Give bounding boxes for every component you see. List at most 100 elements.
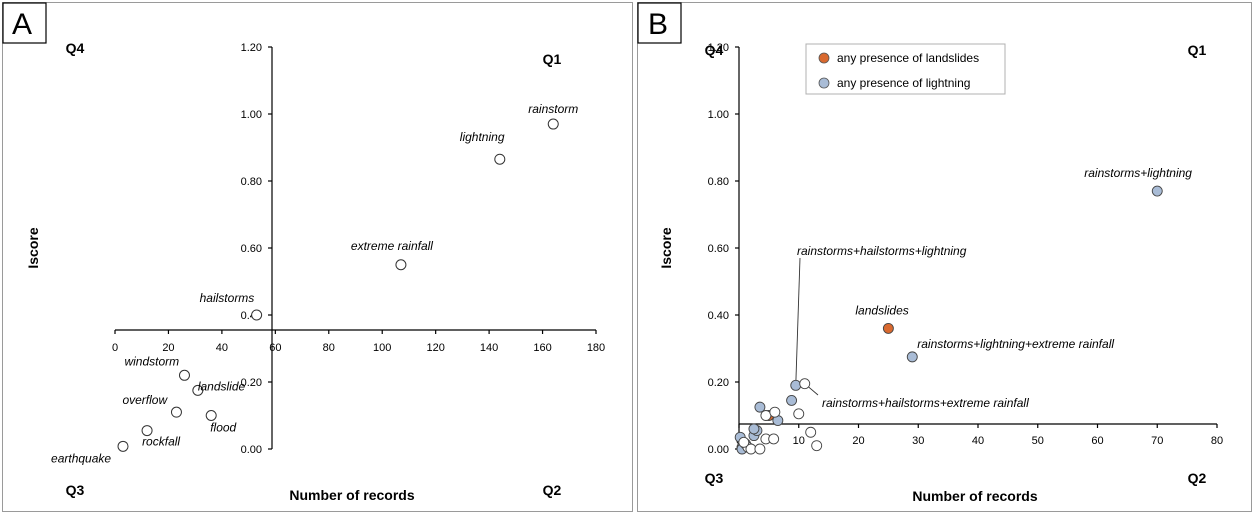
y-tick-label: 0.40 — [708, 310, 729, 322]
point-label: landslide — [198, 379, 246, 393]
data-point — [1151, 185, 1163, 197]
data-point — [494, 153, 506, 165]
x-tick-label: 10 — [793, 435, 805, 447]
data-point — [793, 408, 805, 420]
x-tick-label: 80 — [323, 342, 335, 354]
data-point — [768, 433, 780, 445]
point-label: overflow — [122, 393, 168, 407]
data-point — [760, 410, 772, 421]
point-label: landslides — [855, 303, 908, 317]
legend-label: any presence of landslides — [837, 51, 979, 65]
quadrant-label-q1: Q1 — [1188, 42, 1207, 58]
y-tick-label: 0.60 — [708, 243, 729, 255]
data-point — [251, 309, 263, 321]
x-tick-label: 80 — [1211, 435, 1223, 447]
panel-a-tag: A — [12, 8, 32, 41]
point-label: flood — [210, 421, 236, 435]
point-label: lightning — [460, 130, 505, 144]
data-point — [790, 379, 802, 391]
x-tick-label: 120 — [426, 342, 444, 354]
x-tick-label: 180 — [587, 342, 605, 354]
x-tick-label: 20 — [852, 435, 864, 447]
legend-box — [805, 43, 1006, 95]
data-point — [178, 369, 190, 381]
y-tick-label: 0.60 — [241, 243, 262, 255]
data-point — [811, 440, 823, 452]
y-tick-label: 0.20 — [708, 377, 729, 389]
x-tick-label: 60 — [269, 342, 281, 354]
point-label: rockfall — [142, 435, 180, 449]
point-label: hailstorms — [200, 291, 255, 305]
data-point — [141, 425, 153, 437]
y-tick-label: 0.00 — [708, 444, 729, 456]
y-tick-label: 1.20 — [241, 42, 262, 54]
legend-marker — [818, 77, 830, 89]
point-label: rainstorms+hailstorms+lightning — [797, 244, 967, 258]
x-tick-label: 40 — [972, 435, 984, 447]
quadrant-label-q3: Q3 — [66, 482, 85, 498]
data-point — [192, 384, 204, 396]
point-label: rainstorms+lightning — [1084, 166, 1192, 180]
y-tick-label: 0.80 — [241, 176, 262, 188]
data-point — [754, 443, 766, 455]
data-point — [906, 351, 918, 363]
point-label: windstorm — [124, 354, 179, 368]
x-tick-label: 50 — [1032, 435, 1044, 447]
data-point — [754, 401, 766, 413]
x-axis-title: Number of records — [912, 488, 1037, 504]
data-point — [786, 394, 798, 406]
quadrant-label-q4: Q4 — [66, 40, 85, 56]
data-point — [547, 118, 559, 130]
data-point — [799, 378, 811, 390]
panel-b-tag: B — [648, 8, 668, 41]
x-tick-label: 20 — [162, 342, 174, 354]
legend: any presence of landslides any presence o… — [805, 43, 1006, 95]
data-point — [748, 423, 760, 435]
quadrant-label-q4: Q4 — [705, 42, 724, 58]
y-tick-label: 1.00 — [708, 109, 729, 121]
x-tick-label: 0 — [112, 342, 118, 354]
data-point — [117, 440, 129, 452]
point-label: rainstorm — [528, 102, 578, 116]
y-axis-title: Iscore — [25, 227, 41, 268]
legend-label: any presence of lightning — [837, 76, 970, 90]
data-point — [882, 322, 894, 334]
x-tick-label: 140 — [480, 342, 498, 354]
data-point — [205, 410, 217, 421]
x-tick-label: 70 — [1151, 435, 1163, 447]
data-point — [769, 406, 781, 418]
y-tick-label: 1.20 — [708, 42, 729, 54]
point-label: earthquake — [51, 451, 111, 465]
x-tick-label: 100 — [373, 342, 391, 354]
panel-a-chart: 0204060801001201401601800.000.200.400.60… — [25, 40, 605, 503]
x-tick-label: 30 — [912, 435, 924, 447]
panel-b-chart: 010203040506070800.000.200.400.600.801.0… — [658, 42, 1223, 504]
point-label: rainstorms+hailstorms+extreme rainfall — [822, 396, 1029, 410]
x-tick-label: 160 — [533, 342, 551, 354]
x-axis-title: Number of records — [289, 487, 414, 503]
x-tick-label: 40 — [216, 342, 228, 354]
point-label: extreme rainfall — [351, 239, 433, 253]
panel-a-tag-box — [2, 2, 47, 44]
x-tick-label: 60 — [1091, 435, 1103, 447]
panel-b-frame — [637, 2, 1252, 512]
quadrant-label-q2: Q2 — [543, 482, 562, 498]
y-tick-label: 0.00 — [241, 444, 262, 456]
data-point — [170, 406, 182, 418]
y-tick-label: 1.00 — [241, 109, 262, 121]
point-label: rainstorms+lightning+extreme rainfall — [917, 337, 1114, 351]
legend-marker — [818, 52, 830, 64]
quadrant-label-q3: Q3 — [705, 470, 724, 486]
y-tick-label: 0.20 — [241, 377, 262, 389]
quadrant-label-q1: Q1 — [543, 51, 562, 67]
y-axis-title: Iscore — [658, 227, 674, 268]
data-point — [395, 259, 407, 271]
panel-a-frame — [2, 2, 633, 512]
data-point — [738, 436, 750, 448]
annotation-leader — [795, 257, 801, 386]
y-tick-label: 0.80 — [708, 176, 729, 188]
panel-b-tag-box — [637, 2, 682, 44]
data-point — [805, 426, 817, 438]
quadrant-label-q2: Q2 — [1188, 470, 1207, 486]
